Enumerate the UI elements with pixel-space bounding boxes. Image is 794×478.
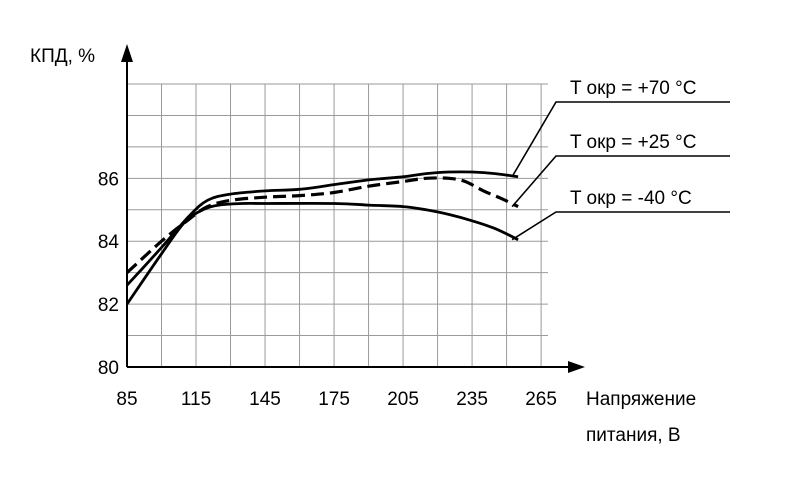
y-tick-label: 82 [98,295,119,316]
series-label: T окр = -40 °C [570,188,692,209]
series-lines [125,170,519,305]
y-tick-label: 86 [98,169,119,190]
x-tick-label: 235 [456,389,488,410]
x-tick-label: 175 [318,389,350,410]
y-tick-label: 80 [98,358,119,379]
y-tick-label: 84 [98,232,120,253]
series-line [125,176,519,274]
series-line [125,201,519,305]
grid [127,83,548,367]
series-label: T окр = +70 °C [570,78,696,99]
x-axis-label-line-1: Напряжение [586,389,696,410]
y-axis-arrow [121,44,133,62]
x-tick-label: 265 [525,389,557,410]
series-label: T окр = +25 °C [570,132,696,153]
series-labels: T окр = +70 °C T окр = +25 °C T окр = -40 … [511,78,730,241]
y-axis-label: КПД, % [30,46,95,67]
x-tick-label: 145 [249,389,281,410]
x-tick-label: 115 [181,389,211,410]
series-leader-line [511,211,730,241]
series-line [125,170,519,287]
x-axis-label-line-2: питания, В [586,425,681,446]
x-tick-label: 205 [387,389,419,410]
x-tick-label: 85 [116,389,137,410]
series-leader-line [511,155,730,208]
axes [121,44,585,373]
tick-labels: 85 115 145 175 205 235 265 80 82 84 86 [98,169,557,410]
series-leader-line [511,101,730,178]
x-axis-arrow [568,361,585,373]
